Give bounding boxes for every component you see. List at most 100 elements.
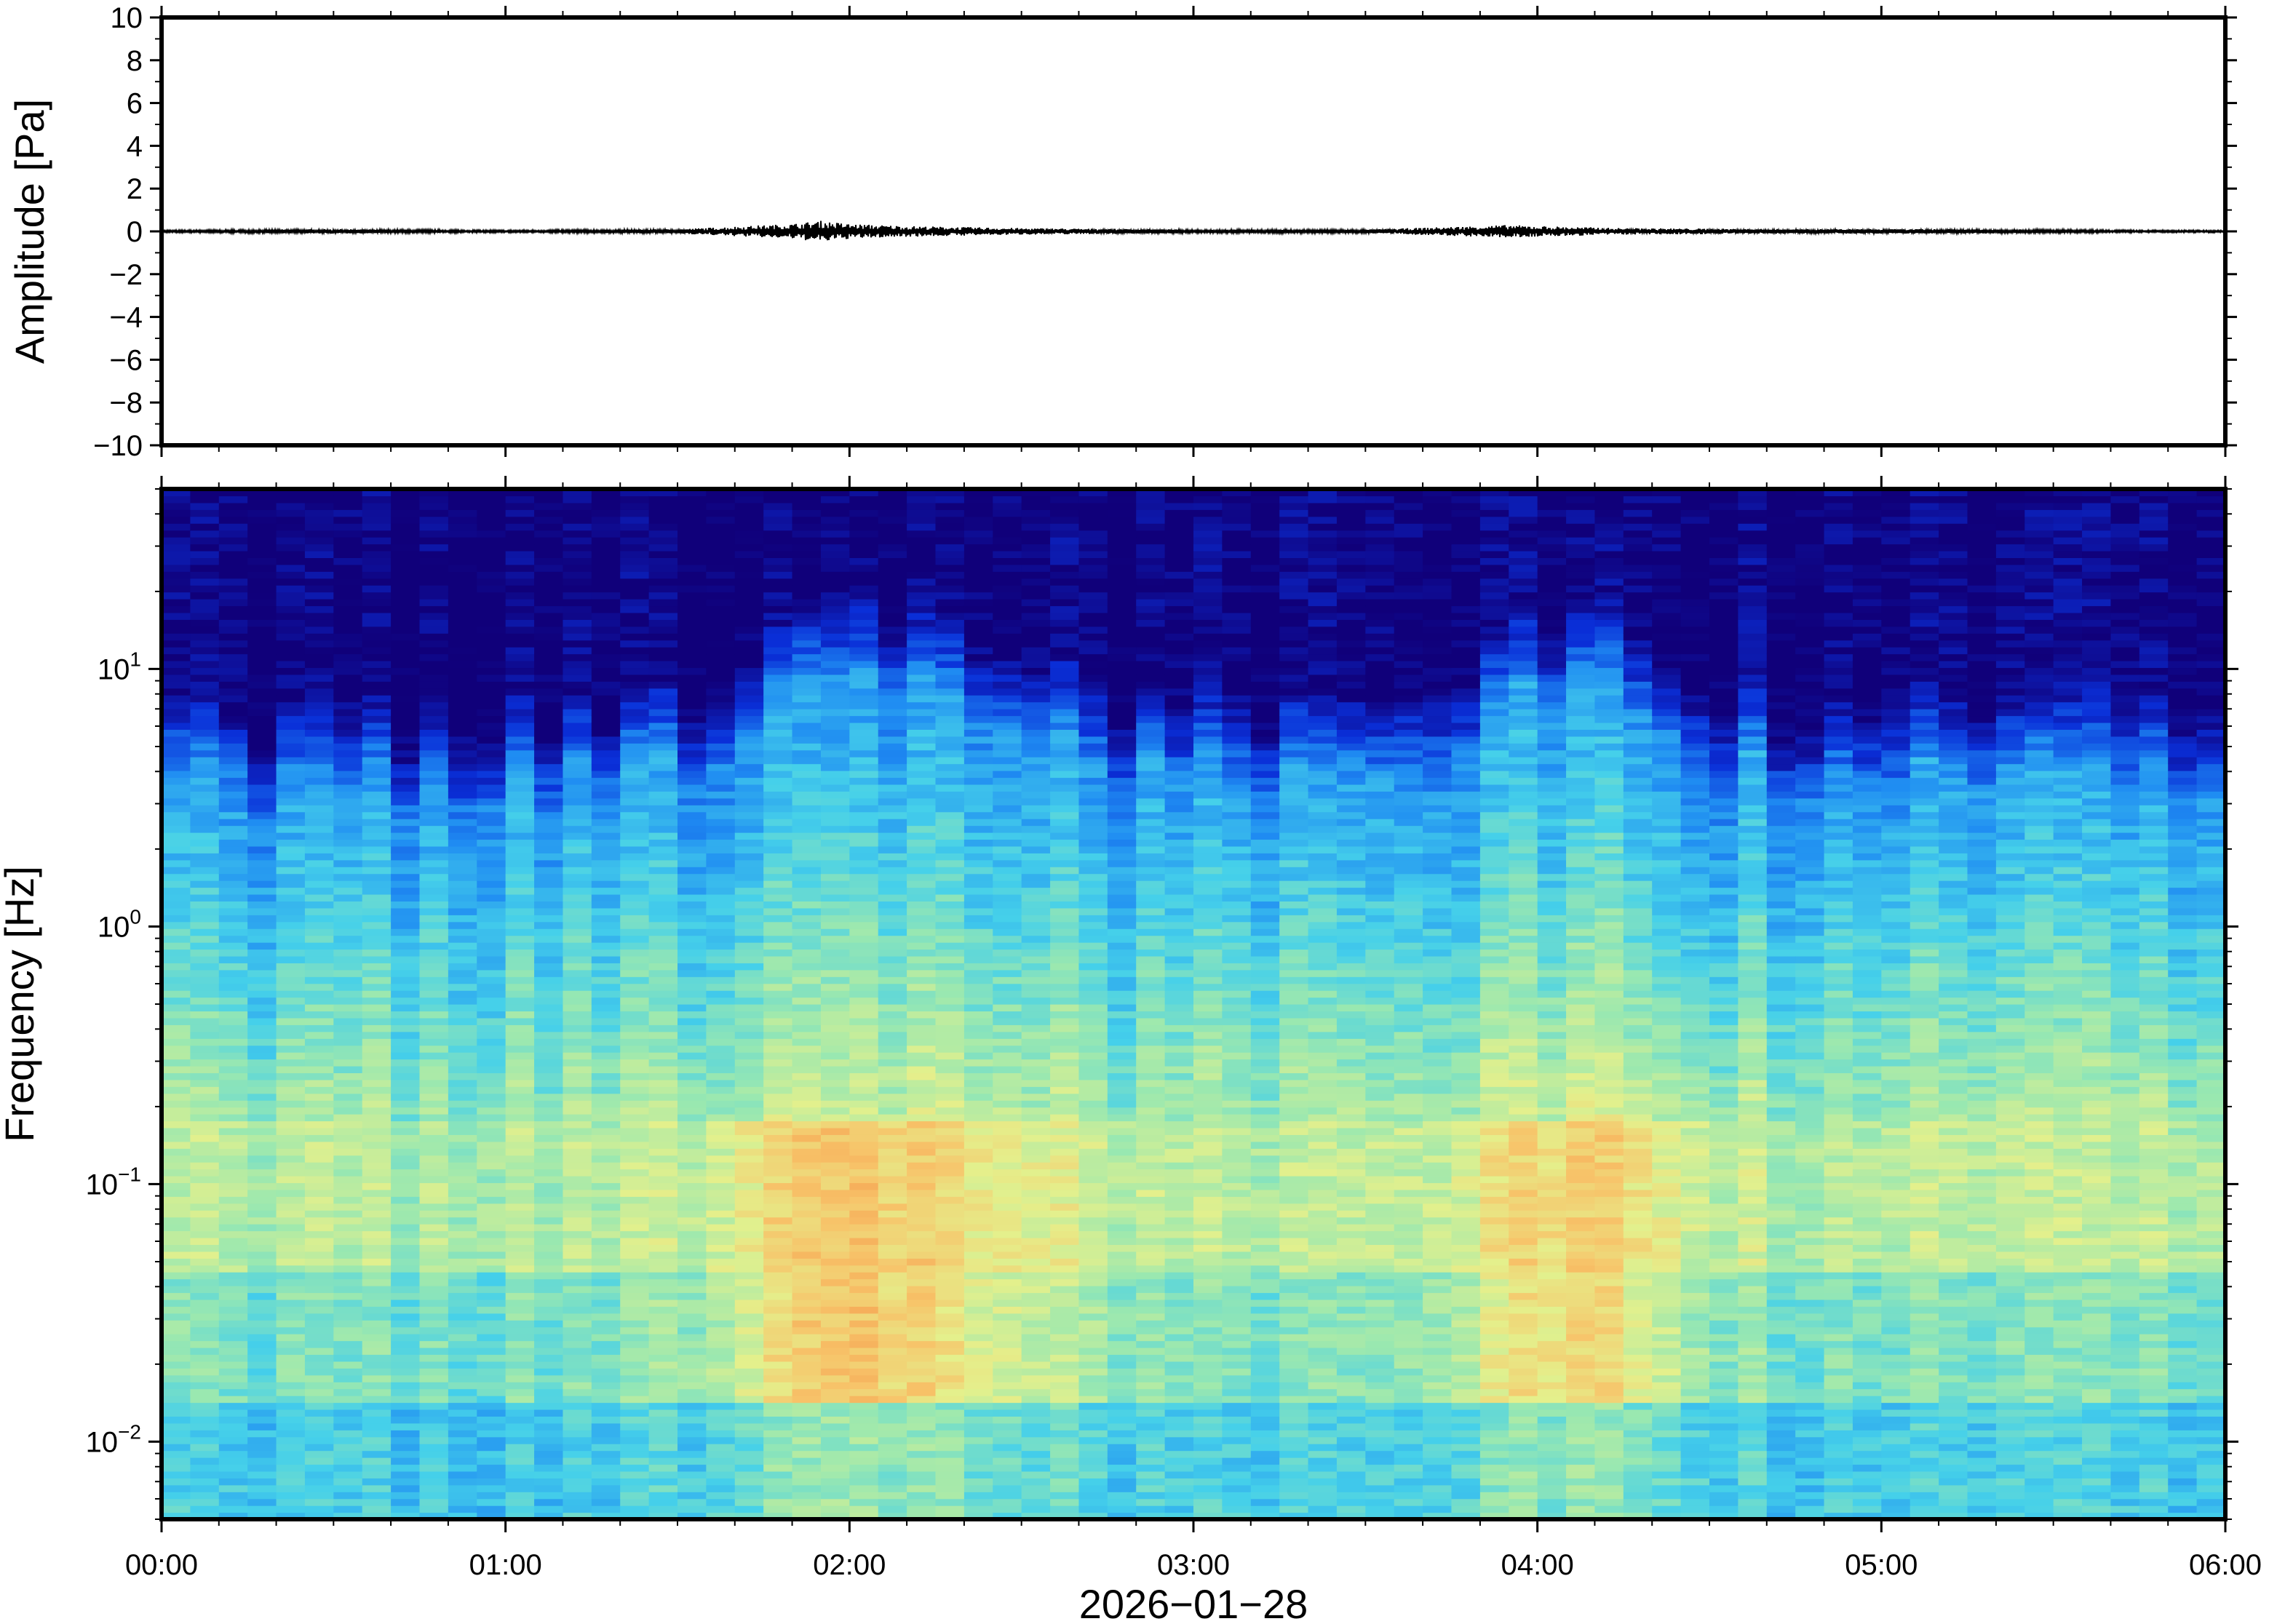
spectrogram-cell — [218, 502, 248, 510]
spectrogram-cell — [391, 709, 421, 717]
spectrogram-cell — [247, 633, 277, 641]
spectrogram-cell — [333, 1251, 363, 1259]
spectrogram-cell — [391, 661, 421, 669]
spectrogram-cell — [1078, 1396, 1108, 1404]
spectrogram-cell — [907, 1457, 937, 1465]
spectrogram-cell — [362, 1306, 392, 1314]
spectrogram-cell — [162, 805, 191, 813]
spectrogram-cell — [218, 1368, 248, 1376]
spectrogram-cell — [247, 1244, 277, 1252]
spectrogram-cell — [333, 1079, 363, 1087]
spectrogram-cell — [677, 845, 707, 853]
spectrogram-cell — [419, 495, 449, 503]
spectrogram-cell — [1050, 715, 1080, 723]
spectrogram-cell — [419, 667, 449, 675]
spectrogram-cell — [362, 1093, 392, 1101]
spectrogram-cell — [620, 633, 650, 641]
spectrogram-cell — [362, 509, 392, 517]
spectrogram-cell — [534, 1079, 564, 1087]
spectrogram-cell — [477, 1031, 506, 1039]
spectrogram-cell — [391, 1162, 421, 1170]
spectrogram-cell — [304, 1340, 334, 1348]
spectrogram-cell — [849, 955, 879, 963]
spectrogram-cell — [1021, 1374, 1051, 1382]
spectrogram-cell — [591, 1100, 621, 1108]
spectrogram-cell — [734, 1361, 764, 1369]
spectrogram-cell — [563, 743, 592, 751]
spectrogram-cell — [190, 605, 220, 613]
spectrogram-cell — [849, 592, 879, 600]
spectrogram-cell — [505, 749, 535, 757]
spectrogram-cell — [648, 1072, 678, 1080]
spectrogram-cell — [935, 1107, 965, 1115]
spectrogram-cell — [878, 1230, 907, 1238]
spectrogram-cell — [591, 1251, 621, 1259]
spectrogram-cell — [878, 1011, 907, 1019]
spectrogram-cell — [218, 1258, 248, 1266]
spectrogram-cell — [878, 1024, 907, 1032]
spectrogram-cell — [734, 557, 764, 565]
spectrogram-cell — [276, 763, 306, 771]
spectrogram-cell — [993, 1457, 1022, 1465]
spectrogram-cell — [276, 907, 306, 915]
spectrogram-cell — [563, 1348, 592, 1356]
spectrogram-cell — [591, 592, 621, 600]
spectrogram-cell — [162, 1478, 191, 1486]
spectrogram-cell — [963, 949, 993, 957]
spectrogram-cell — [620, 1024, 650, 1032]
spectrogram-cell — [820, 1196, 850, 1204]
spectrogram-cell — [706, 1505, 736, 1513]
spectrogram-cell — [362, 1141, 392, 1149]
spectrogram-cell — [477, 969, 506, 977]
spectrogram-cell — [304, 797, 334, 805]
spectrogram-cell — [763, 1244, 793, 1252]
spectrogram-cell — [534, 1189, 564, 1197]
spectrogram-cell — [706, 1059, 736, 1067]
spectrogram-cell — [247, 1162, 277, 1170]
spectrogram-cell — [706, 1093, 736, 1101]
spectrogram-cell — [162, 1265, 191, 1273]
spectrogram-cell — [477, 1237, 506, 1245]
spectrogram-cell — [391, 1368, 421, 1376]
spectrogram-cell — [935, 969, 965, 977]
spectrogram-cell — [620, 1265, 650, 1273]
spectrogram-cell — [162, 942, 191, 950]
spectrogram-cell — [477, 1470, 506, 1478]
spectrogram-cell — [591, 949, 621, 957]
spectrogram-cell — [849, 736, 879, 744]
spectrogram-cell — [1021, 1210, 1051, 1218]
spectrogram-cell — [333, 1148, 363, 1156]
spectrogram-cell — [706, 585, 736, 593]
spectrogram-cell — [993, 1127, 1022, 1135]
spectrogram-cell — [247, 1464, 277, 1472]
spectrogram-cell — [993, 1011, 1022, 1019]
spectrogram-cell — [534, 1299, 564, 1307]
spectrogram-cell — [218, 1464, 248, 1472]
spectrogram-cell — [162, 901, 191, 909]
spectrogram-cell — [276, 1348, 306, 1356]
spectrogram-cell — [419, 640, 449, 648]
spectrogram-cell — [448, 990, 477, 998]
spectrogram-cell — [505, 688, 535, 696]
spectrogram-cell — [362, 695, 392, 703]
spectrogram-cell — [218, 805, 248, 813]
spectrogram-cell — [677, 1196, 707, 1204]
spectrogram-cell — [648, 928, 678, 936]
spectrogram-cell — [505, 661, 535, 669]
spectrogram-cell — [162, 709, 191, 717]
spectrogram-cell — [591, 1011, 621, 1019]
spectrogram-cell — [304, 1059, 334, 1067]
spectrogram-cell — [591, 832, 621, 840]
spectrogram-cell — [419, 578, 449, 586]
spectrogram-cell — [419, 1127, 449, 1135]
spectrogram-cell — [276, 715, 306, 723]
spectrogram-cell — [477, 1251, 506, 1259]
spectrogram-cell — [534, 749, 564, 757]
spectrogram-cell — [820, 674, 850, 682]
spectrogram-cell — [648, 688, 678, 696]
spectrogram-cell — [993, 537, 1022, 545]
spectrogram-cell — [276, 509, 306, 517]
spectrogram-cell — [1021, 1031, 1051, 1039]
spectrogram-cell — [993, 1031, 1022, 1039]
spectrogram-cell — [878, 1031, 907, 1039]
